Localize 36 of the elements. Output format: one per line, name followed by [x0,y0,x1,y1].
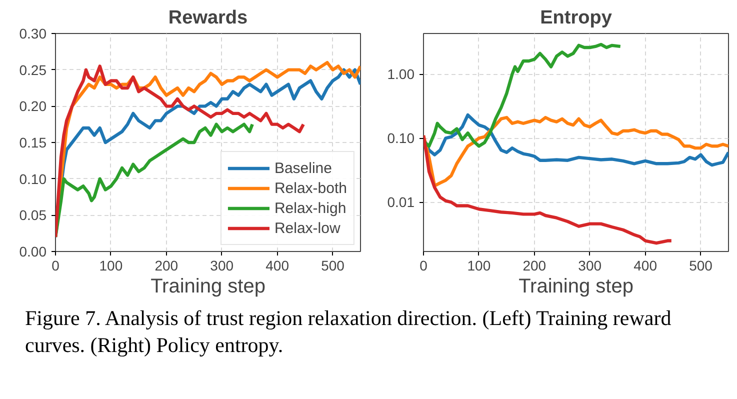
y-tick-label: 0.05 [19,207,47,224]
x-tick-label: 400 [266,258,290,274]
y-tick-label: 0.10 [19,170,47,187]
legend-label: Relax-low [274,220,340,236]
x-tick-label: 0 [420,258,428,274]
line-series [424,134,673,245]
y-tick-label: 0.25 [19,62,47,78]
x-tick-label: 200 [154,258,178,274]
x-tick-label: 400 [634,258,658,274]
line-series [424,113,728,167]
x-axis-title: Training step [518,276,634,298]
chart-title: Rewards [168,8,248,28]
y-tick-label: 0.15 [19,134,47,150]
line-series [56,122,254,239]
x-tick-label: 100 [99,258,123,274]
y-tick-label: 0.20 [19,98,47,114]
y-tick-label: 0.30 [19,26,47,42]
line-series [424,116,728,188]
x-tick-label: 200 [522,258,546,274]
chart-title: Entropy [540,8,612,28]
x-tick-label: 0 [52,258,60,274]
legend-label: Baseline [274,160,332,176]
y-tick-label: 0.10 [387,130,415,146]
line-series [424,42,622,148]
x-tick-label: 300 [578,258,602,274]
x-tick-label: 500 [321,258,345,274]
y-tick-label: 1.00 [387,66,415,82]
x-tick-label: 100 [467,258,491,274]
y-tick-label: 0.00 [19,244,47,260]
legend-label: Relax-both [274,180,347,196]
y-tick-label: 0.01 [387,194,415,210]
x-axis-title: Training step [150,276,266,298]
caption: Figure 7. Analysis of trust region relaxation direction. (Left) Training reward curves. (Right) Policy entropy. [25,305,672,360]
x-tick-label: 300 [210,258,234,274]
x-tick-label: 500 [689,258,713,274]
legend-label: Relax-high [274,200,346,216]
